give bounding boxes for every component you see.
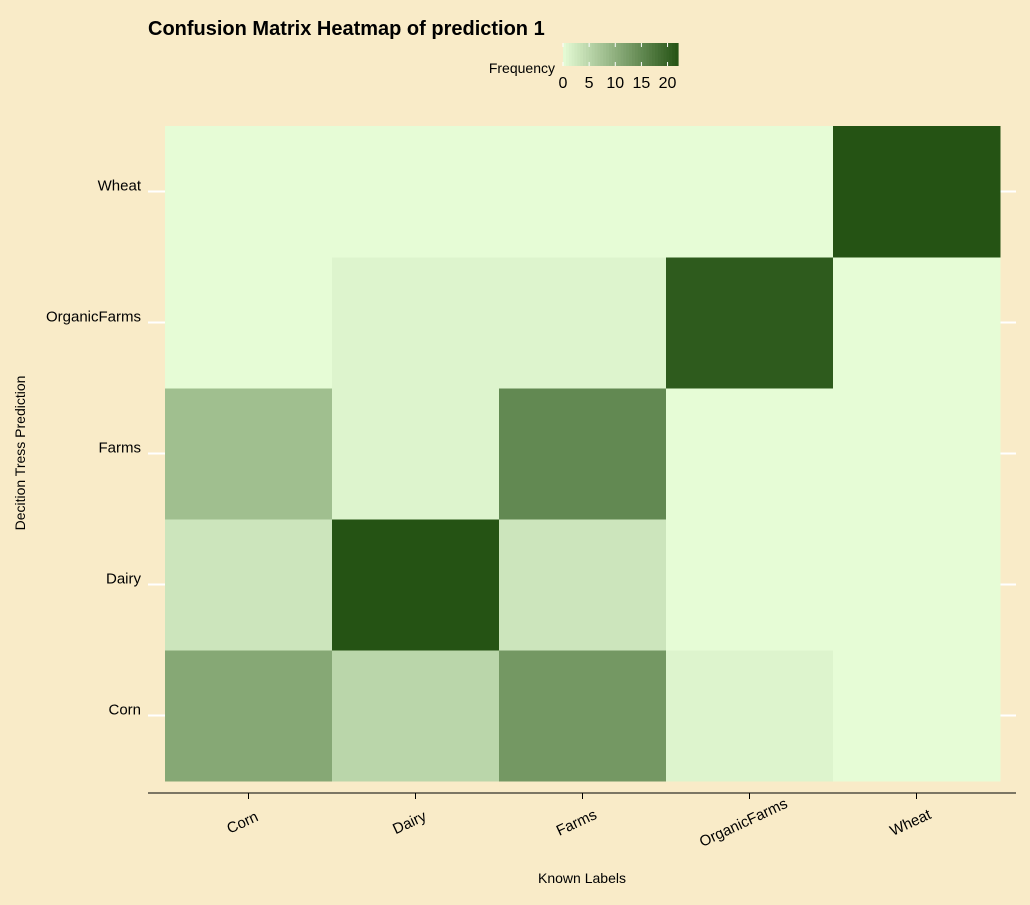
y-tick-label: Corn: [108, 702, 141, 719]
legend-color-step: [586, 43, 590, 66]
legend-ticks: 0 5 10 15 20: [559, 43, 677, 92]
legend-color-step: [583, 43, 587, 66]
y-tick-label: Farms: [99, 440, 142, 457]
legend-color-step: [672, 43, 676, 66]
cell-dairy-organicfarms: [666, 519, 834, 651]
legend-color-step: [563, 43, 567, 66]
legend-color-step: [643, 43, 647, 66]
legend-color-step: [588, 43, 593, 66]
legend-color-step: [629, 43, 633, 66]
cell-organicfarms-dairy: [332, 257, 500, 389]
legend-color-step: [652, 43, 656, 66]
cell-corn-farms: [499, 650, 667, 782]
legend-color-step: [591, 43, 596, 66]
legend-color-step: [597, 43, 601, 66]
legend-color-step: [568, 43, 573, 66]
cell-dairy-wheat: [833, 519, 1001, 651]
cell-farms-organicfarms: [666, 388, 834, 520]
legend-color-step: [646, 43, 650, 66]
legend-tick-label: 15: [633, 75, 651, 92]
legend-color-step: [611, 43, 616, 66]
legend-color-step: [617, 43, 622, 66]
legend-color-step: [634, 43, 639, 66]
cell-dairy-farms: [499, 519, 667, 651]
legend-color-step: [594, 43, 599, 66]
legend-color-step: [620, 43, 624, 66]
legend-color-step: [571, 43, 576, 66]
legend-color-step: [657, 43, 662, 66]
legend: Frequency 0 5 10 15 20: [489, 43, 679, 92]
cell-corn-organicfarms: [666, 650, 834, 782]
legend-color-step: [660, 43, 665, 66]
cell-dairy-corn: [165, 519, 333, 651]
x-tick-label: Corn: [224, 808, 261, 837]
legend-color-step: [637, 43, 642, 66]
cell-wheat-organicfarms: [666, 126, 834, 258]
x-tick-label: OrganicFarms: [697, 795, 790, 851]
legend-color-step: [666, 43, 670, 66]
y-tick-label: Wheat: [98, 178, 142, 195]
x-tick-label: Dairy: [390, 808, 429, 838]
y-tick-label: OrganicFarms: [46, 309, 141, 326]
legend-color-step: [640, 43, 645, 66]
legend-color-step: [663, 43, 668, 66]
legend-color-step: [632, 43, 636, 66]
y-tick-label: Dairy: [106, 571, 142, 588]
legend-colorbar: [563, 43, 679, 66]
y-axis-ticks: Corn Dairy Farms OrganicFarms Wheat: [46, 178, 142, 719]
legend-tick-label: 0: [559, 75, 568, 92]
legend-color-step: [626, 43, 630, 66]
legend-color-step: [609, 43, 613, 66]
cell-wheat-corn: [165, 126, 333, 258]
legend-color-step: [655, 43, 659, 66]
legend-tick-label: 5: [585, 75, 594, 92]
cell-farms-wheat: [833, 388, 1001, 520]
legend-color-step: [606, 43, 610, 66]
heatmap-cells: [165, 126, 1001, 782]
legend-color-step: [669, 43, 673, 66]
y-axis-label: Decition Tress Prediction: [12, 376, 28, 531]
legend-tick-label: 20: [659, 75, 677, 92]
legend-color-step: [577, 43, 581, 66]
cell-organicfarms-corn: [165, 257, 333, 389]
chart-title: Confusion Matrix Heatmap of prediction 1: [148, 18, 545, 40]
legend-title: Frequency: [489, 60, 555, 76]
cell-farms-corn: [165, 388, 333, 520]
cell-wheat-farms: [499, 126, 667, 258]
cell-farms-farms: [499, 388, 667, 520]
legend-color-step: [623, 43, 627, 66]
legend-color-step: [614, 43, 619, 66]
cell-corn-dairy: [332, 650, 500, 782]
x-axis-label: Known Labels: [538, 870, 626, 886]
cell-dairy-dairy: [332, 519, 500, 651]
cell-organicfarms-wheat: [833, 257, 1001, 389]
x-tick-label: Farms: [554, 806, 600, 839]
legend-color-step: [600, 43, 604, 66]
cell-corn-wheat: [833, 650, 1001, 782]
legend-color-step: [580, 43, 584, 66]
x-axis-ticks: Corn Dairy Farms OrganicFarms Wheat: [224, 793, 935, 851]
cell-wheat-wheat: [833, 126, 1001, 258]
cell-farms-dairy: [332, 388, 500, 520]
legend-color-step: [603, 43, 607, 66]
x-tick-label: Wheat: [887, 806, 934, 840]
cell-corn-corn: [165, 650, 333, 782]
legend-color-step: [649, 43, 653, 66]
legend-color-step: [675, 43, 679, 66]
legend-color-step: [574, 43, 578, 66]
cell-organicfarms-organicfarms: [666, 257, 834, 389]
legend-color-step: [565, 43, 570, 66]
cell-organicfarms-farms: [499, 257, 667, 389]
legend-tick-label: 10: [606, 75, 624, 92]
cell-wheat-dairy: [332, 126, 500, 258]
